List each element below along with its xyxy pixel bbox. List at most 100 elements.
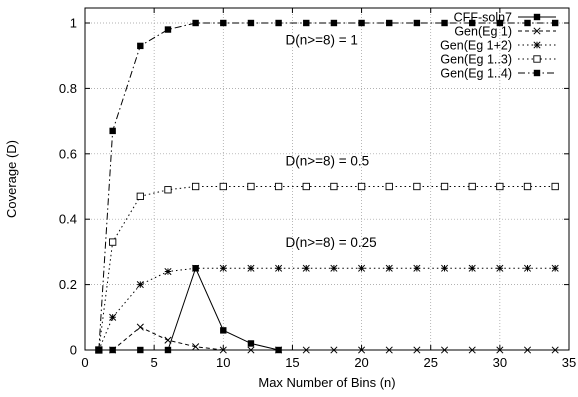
x-tick-label: 20 — [354, 355, 368, 370]
legend-marker — [533, 69, 541, 77]
y-tick-label: 0.2 — [59, 277, 77, 292]
data-point — [413, 264, 421, 272]
data-point — [220, 19, 227, 27]
legend-label: Gen(Eg 1+2) — [440, 39, 512, 53]
x-tick-label: 25 — [423, 355, 437, 370]
legend-item: Gen(Eg 1+2) — [440, 39, 556, 53]
legend-marker — [533, 13, 541, 21]
data-point — [247, 340, 255, 347]
data-point — [551, 264, 559, 272]
data-point — [468, 182, 476, 191]
data-point — [109, 127, 116, 135]
data-point — [303, 19, 310, 27]
series-line — [98, 326, 556, 351]
series-line — [98, 267, 556, 351]
data-point — [358, 346, 366, 354]
axis-ticks: 0 5 10 15 20 25 30 35 0 0.2 0.4 0.6 0.8 1 — [59, 8, 576, 370]
x-tick-label: 0 — [81, 355, 88, 370]
data-point — [95, 346, 103, 354]
series-group — [95, 19, 559, 354]
legend-label: Gen(Eg 1) — [454, 25, 512, 39]
annotation-label: D(n>=8) = 0.5 — [286, 153, 370, 168]
data-point — [523, 182, 532, 191]
annotations: D(n>=8) = 1 D(n>=8) = 0.5 D(n>=8) = 0.25 — [286, 32, 377, 250]
data-point — [191, 182, 200, 191]
data-point — [109, 238, 117, 246]
legend-marker — [533, 41, 541, 49]
data-point — [551, 182, 559, 191]
data-point — [468, 264, 476, 272]
data-point — [358, 264, 366, 272]
grid — [85, 8, 569, 350]
x-axis-title: Max Number of Bins (n) — [258, 375, 395, 390]
data-point — [192, 343, 200, 351]
y-axis-title: Coverage (D) — [4, 140, 19, 218]
data-point — [413, 19, 421, 27]
data-point — [274, 182, 283, 191]
data-point — [164, 267, 172, 276]
data-point — [302, 264, 310, 272]
data-point — [164, 346, 172, 354]
legend-item: CFF-soln7 — [454, 11, 556, 25]
data-point — [523, 264, 532, 272]
series-0 — [95, 265, 282, 354]
legend-item: Gen(Eg 1..3) — [440, 53, 556, 67]
data-point — [275, 19, 282, 27]
legend-marker — [533, 27, 541, 35]
data-point — [302, 182, 310, 191]
series-line — [98, 186, 556, 351]
data-point — [302, 346, 310, 354]
data-point — [413, 346, 421, 354]
series-line — [98, 266, 279, 351]
data-point — [219, 346, 227, 354]
series-4 — [95, 19, 559, 354]
data-point — [164, 186, 172, 194]
data-point — [192, 264, 200, 272]
data-point — [330, 19, 338, 27]
data-point — [385, 264, 393, 272]
y-tick-label: 1 — [70, 16, 77, 31]
data-point — [496, 19, 504, 27]
data-point — [275, 264, 283, 272]
data-point — [357, 182, 366, 191]
data-point — [330, 346, 338, 354]
data-point — [219, 182, 227, 191]
legend-label: Gen(Eg 1..4) — [440, 67, 512, 81]
data-point — [247, 346, 255, 354]
legend-item: Gen(Eg 1..4) — [440, 67, 556, 81]
data-point — [524, 19, 531, 27]
data-point — [523, 346, 532, 354]
data-point — [247, 182, 255, 191]
data-point — [137, 42, 144, 50]
data-point — [551, 19, 559, 27]
data-point — [136, 281, 144, 289]
y-tick-label: 0.8 — [59, 81, 77, 96]
x-tick-label: 10 — [216, 355, 230, 370]
data-point — [109, 346, 117, 354]
data-point — [220, 327, 227, 334]
data-point — [219, 264, 227, 272]
data-point — [551, 346, 559, 354]
legend-item: Gen(Eg 1) — [454, 25, 556, 39]
data-point — [136, 323, 144, 331]
series-2 — [95, 264, 559, 354]
data-point — [496, 264, 504, 272]
data-point — [413, 182, 421, 191]
data-point — [358, 19, 365, 27]
data-point — [247, 19, 255, 27]
data-point — [469, 19, 476, 27]
x-tick-label: 30 — [493, 355, 507, 370]
data-point — [109, 313, 117, 321]
x-tick-label: 15 — [285, 355, 299, 370]
y-tick-label: 0 — [70, 343, 77, 358]
data-point — [275, 346, 283, 354]
data-point — [385, 182, 393, 191]
x-tick-label: 35 — [562, 355, 576, 370]
data-point — [441, 19, 448, 27]
data-point — [330, 182, 338, 191]
data-point — [440, 346, 449, 354]
data-point — [137, 346, 144, 354]
series-line — [98, 22, 556, 351]
